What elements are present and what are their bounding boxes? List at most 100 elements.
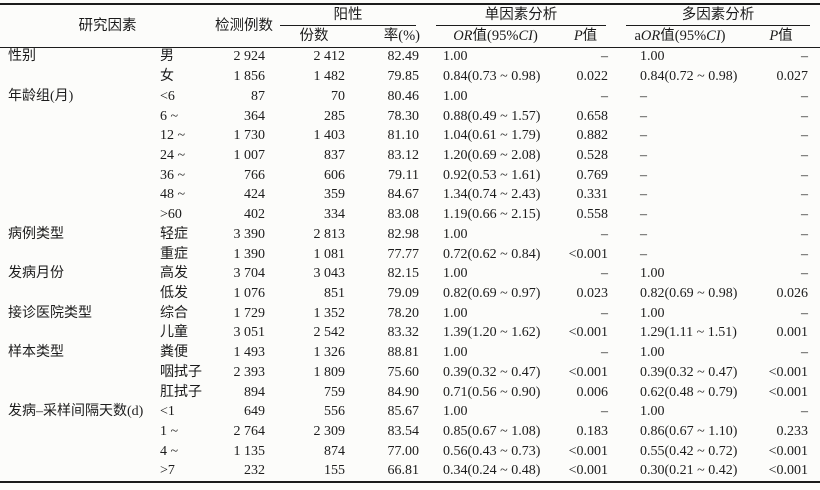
tested-count-cell: 1 730 (233, 128, 266, 144)
table-row: >7 232 155 66.81 0.34(0.24 ~ 0.48) <0.00… (0, 462, 820, 483)
table-row: 6 ~ 364 285 78.30 0.88(0.49 ~ 1.57) 0.65… (0, 107, 820, 127)
positive-count-cell: 2 412 (313, 49, 346, 65)
table-header: 研究因素 检测例数 阳性 单因素分析 多因素分析 份数 率(%) OR值(95%… (0, 4, 820, 48)
positive-rate-cell: 78.20 (387, 305, 420, 321)
positive-count-cell: 3 043 (313, 266, 346, 282)
level-cell: 肛拭子 (160, 384, 202, 400)
or-value-cell: 0.88(0.49 ~ 1.57) (443, 108, 541, 124)
aor-value-cell: 0.55(0.42 ~ 0.72) (640, 443, 738, 459)
positive-rate-cell: 83.54 (387, 424, 420, 440)
aor-value-cell: 1.00 (640, 345, 665, 361)
tested-count-cell: 1 493 (233, 345, 266, 361)
aor-value-cell: – (640, 147, 647, 163)
table-row: 发病月份 高发 3 704 3 043 82.15 1.00 – 1.00 – (0, 264, 820, 284)
or-value-cell: 1.00 (443, 266, 468, 282)
factor-cell: 病例类型 (8, 226, 64, 242)
level-cell: 低发 (160, 285, 188, 301)
table-row: 1 ~ 2 764 2 309 83.54 0.85(0.67 ~ 1.08) … (0, 422, 820, 442)
factor-cell (0, 284, 152, 304)
p-value-cell: 0.006 (576, 384, 609, 400)
or-value-cell: 1.20(0.69 ~ 2.08) (443, 147, 541, 163)
factor-cell (0, 166, 152, 186)
p-value-cell: <0.001 (568, 364, 608, 380)
aor-value-cell: – (640, 226, 647, 242)
positive-count-cell: 874 (324, 443, 345, 459)
aor-value-cell: – (640, 187, 647, 203)
table-row: >60 402 334 83.08 1.19(0.66 ~ 2.15) 0.55… (0, 205, 820, 225)
or-value-cell: 0.72(0.62 ~ 0.84) (443, 246, 541, 262)
adjusted-p-value-cell: <0.001 (768, 463, 808, 479)
adjusted-p-value-cell: <0.001 (768, 443, 808, 459)
p-value-cell: 0.331 (576, 187, 609, 203)
table-row: 女 1 856 1 482 79.85 0.84(0.73 ~ 0.98) 0.… (0, 67, 820, 87)
factor-cell: 接诊医院类型 (8, 305, 92, 321)
p-value-cell: 0.882 (576, 128, 609, 144)
or-value-cell: 1.39(1.20 ~ 1.62) (443, 325, 541, 341)
positive-count-cell: 70 (331, 88, 345, 104)
table-row: 24 ~ 1 007 837 83.12 1.20(0.69 ~ 2.08) 0… (0, 146, 820, 166)
p-value-cell: – (601, 49, 608, 65)
level-cell: 4 ~ (160, 443, 179, 459)
level-cell: 12 ~ (160, 128, 186, 144)
level-cell: 6 ~ (160, 108, 179, 124)
factor-cell: 性别 (8, 49, 36, 65)
or-value-cell: 0.56(0.43 ~ 0.73) (443, 443, 541, 459)
table-body: 性别 男 2 924 2 412 82.49 1.00 – 1.00 – 女 1… (0, 47, 820, 482)
aor-value-cell: – (640, 246, 647, 262)
adjusted-p-value-cell: – (801, 167, 808, 183)
positive-count-cell: 759 (324, 384, 345, 400)
positive-rate-cell: 79.11 (388, 167, 419, 183)
aor-value-cell: 1.00 (640, 404, 665, 420)
tested-count-cell: 2 924 (233, 49, 266, 65)
positive-count-cell: 1 482 (313, 69, 346, 85)
or-value-cell: 1.00 (443, 49, 468, 65)
tested-count-cell: 2 393 (233, 364, 266, 380)
positive-count-cell: 359 (324, 187, 345, 203)
factor-cell (0, 245, 152, 265)
positive-rate-cell: 75.60 (387, 364, 420, 380)
col-header-aor-ci: aOR值(95%CI) (616, 25, 762, 48)
tested-count-cell: 3 051 (233, 325, 266, 341)
factor-cell (0, 383, 152, 403)
col-header-or-ci: OR值(95%CI) (426, 25, 565, 48)
positive-count-cell: 851 (324, 285, 345, 301)
level-cell: 48 ~ (160, 187, 186, 203)
or-value-cell: 0.39(0.32 ~ 0.47) (443, 364, 541, 380)
adjusted-p-value-cell: 0.233 (776, 424, 809, 440)
tested-count-cell: 1 076 (233, 285, 266, 301)
table-row: 低发 1 076 851 79.09 0.82(0.69 ~ 0.97) 0.0… (0, 284, 820, 304)
or-value-cell: 0.82(0.69 ~ 0.97) (443, 285, 541, 301)
positive-rate-cell: 84.90 (387, 384, 420, 400)
tested-count-cell: 232 (244, 463, 265, 479)
adjusted-p-value-cell: – (801, 187, 808, 203)
p-value-cell: – (601, 88, 608, 104)
positive-rate-cell: 83.12 (387, 147, 420, 163)
tested-count-cell: 87 (251, 88, 265, 104)
factor-cell (0, 186, 152, 206)
col-group-positive: 阳性 (270, 4, 426, 26)
table-row: 样本类型 粪便 1 493 1 326 88.81 1.00 – 1.00 – (0, 343, 820, 363)
adjusted-p-value-cell: – (801, 147, 808, 163)
aor-value-cell: – (640, 128, 647, 144)
aor-value-cell: 0.39(0.32 ~ 0.47) (640, 364, 738, 380)
adjusted-p-value-cell: 0.001 (776, 325, 809, 341)
positive-rate-cell: 84.67 (387, 187, 420, 203)
positive-rate-cell: 78.30 (387, 108, 420, 124)
p-value-cell: 0.528 (576, 147, 609, 163)
table-row: 4 ~ 1 135 874 77.00 0.56(0.43 ~ 0.73) <0… (0, 442, 820, 462)
positive-rate-cell: 82.15 (387, 266, 420, 282)
table-row: 儿童 3 051 2 542 83.32 1.39(1.20 ~ 1.62) <… (0, 324, 820, 344)
p-value-cell: – (601, 404, 608, 420)
level-cell: <6 (160, 88, 175, 104)
tested-count-cell: 402 (244, 207, 265, 223)
level-cell: 儿童 (160, 325, 188, 341)
table-row: 接诊医院类型 综合 1 729 1 352 78.20 1.00 – 1.00 … (0, 304, 820, 324)
tested-count-cell: 3 390 (233, 226, 266, 242)
or-value-cell: 0.85(0.67 ~ 1.08) (443, 424, 541, 440)
or-header-italic: OR (453, 27, 473, 44)
or-value-cell: 0.71(0.56 ~ 0.90) (443, 384, 541, 400)
positive-count-cell: 285 (324, 108, 345, 124)
or-value-cell: 1.00 (443, 88, 468, 104)
col-header-factor: 研究因素 (0, 4, 215, 48)
or-value-cell: 0.34(0.24 ~ 0.48) (443, 463, 541, 479)
